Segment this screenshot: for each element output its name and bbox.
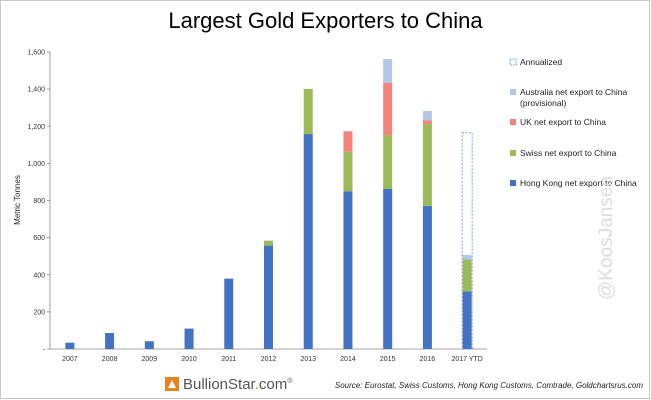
- legend-label-hongkong: Hong Kong net export to China: [520, 178, 637, 188]
- bar-swiss-2017-ytd: [462, 259, 472, 292]
- x-tick-label: 2014: [340, 356, 356, 363]
- x-tick-label: 2012: [261, 356, 277, 363]
- y-tick-label: 400: [33, 272, 45, 279]
- legend-label-uk: UK net export to China: [520, 117, 606, 127]
- x-tick-label: 2010: [181, 356, 197, 363]
- x-tick-label: 2009: [142, 356, 158, 363]
- bar-hongkong-2008: [105, 333, 115, 349]
- y-tick-label: 1,600: [27, 50, 45, 57]
- legend-swatch-australia: [510, 89, 516, 95]
- bar-hongkong-2010: [184, 328, 194, 349]
- bar-hongkong-2007: [65, 342, 75, 349]
- bar-hongkong-2011: [224, 278, 234, 349]
- bar-swiss-2014: [343, 151, 353, 192]
- bar-swiss-2016: [422, 124, 432, 206]
- legend-swatch-swiss: [510, 150, 516, 156]
- x-tick-label: 2013: [300, 356, 316, 363]
- y-tick-label: 800: [33, 198, 45, 205]
- bar-uk-2015: [383, 82, 393, 136]
- source-note: Source: Eurostat, Swiss Customs, Hong Ko…: [334, 381, 643, 390]
- x-tick-label: 2016: [420, 356, 436, 363]
- bar-hongkong-2013: [303, 134, 313, 349]
- bar-swiss-2015: [383, 135, 393, 189]
- y-tick-label: 1,000: [27, 161, 45, 168]
- bar-hongkong-2015: [383, 188, 393, 349]
- bar-australia-2016: [422, 111, 432, 121]
- legend: Annualized Australia net export to China…: [509, 57, 637, 188]
- bars: [65, 59, 473, 350]
- bar-uk-2014: [343, 131, 353, 152]
- x-tick-label: 2007: [62, 356, 78, 363]
- legend-label-australia: Australia net export to China: [520, 87, 628, 97]
- bullionstar-logo: BullionStar.com®: [165, 374, 292, 394]
- watermark: @KoosJansen: [596, 176, 617, 300]
- y-axis: - 200 400 600 800 1,000 1,200 1,400 1,600: [27, 50, 51, 354]
- bar-swiss-2012: [264, 240, 273, 246]
- x-tick-label: 2011: [221, 356, 236, 363]
- y-tick-label: 1,200: [27, 124, 45, 131]
- legend-label-annualized: Annualized: [520, 57, 562, 67]
- bar-hongkong-2012: [264, 245, 273, 349]
- y-tick-label: 200: [33, 309, 45, 316]
- y-axis-label: Metric Tonnes: [13, 175, 22, 225]
- y-tick-label: 1,400: [27, 87, 45, 94]
- x-tick-label: 2017 YTD: [451, 356, 482, 363]
- legend-swatch-uk: [510, 119, 516, 125]
- x-tick-label: 2015: [380, 356, 396, 363]
- bar-australia-2015: [383, 59, 393, 83]
- chart-title: Largest Gold Exporters to China: [168, 8, 483, 33]
- bar-annualized-2017-ytd: [461, 132, 473, 350]
- bar-uk-2016: [422, 120, 432, 125]
- legend-label-australia-provisional: (provisional): [520, 98, 566, 108]
- legend-swatch-annualized: [509, 58, 517, 66]
- x-tick-label: 2008: [102, 356, 118, 363]
- y-tick-label: 600: [33, 235, 45, 242]
- bar-swiss-2013: [303, 88, 313, 135]
- legend-label-swiss: Swiss net export to China: [520, 148, 617, 158]
- bar-hongkong-2017-ytd: [462, 291, 472, 349]
- y-tick-label: -: [43, 347, 46, 354]
- bar-hongkong-2014: [343, 191, 353, 349]
- bullionstar-logo-text: BullionStar.com®: [183, 375, 293, 393]
- legend-swatch-hongkong: [510, 180, 516, 186]
- bar-hongkong-2009: [144, 341, 154, 349]
- bar-hongkong-2016: [422, 205, 432, 349]
- bullionstar-logo-icon: [165, 377, 179, 391]
- x-axis: 2007 2008 2009 2010 2011 2012 2013 2014 2015 2016…: [50, 348, 487, 363]
- bar-australia-2017-ytd: [462, 255, 472, 260]
